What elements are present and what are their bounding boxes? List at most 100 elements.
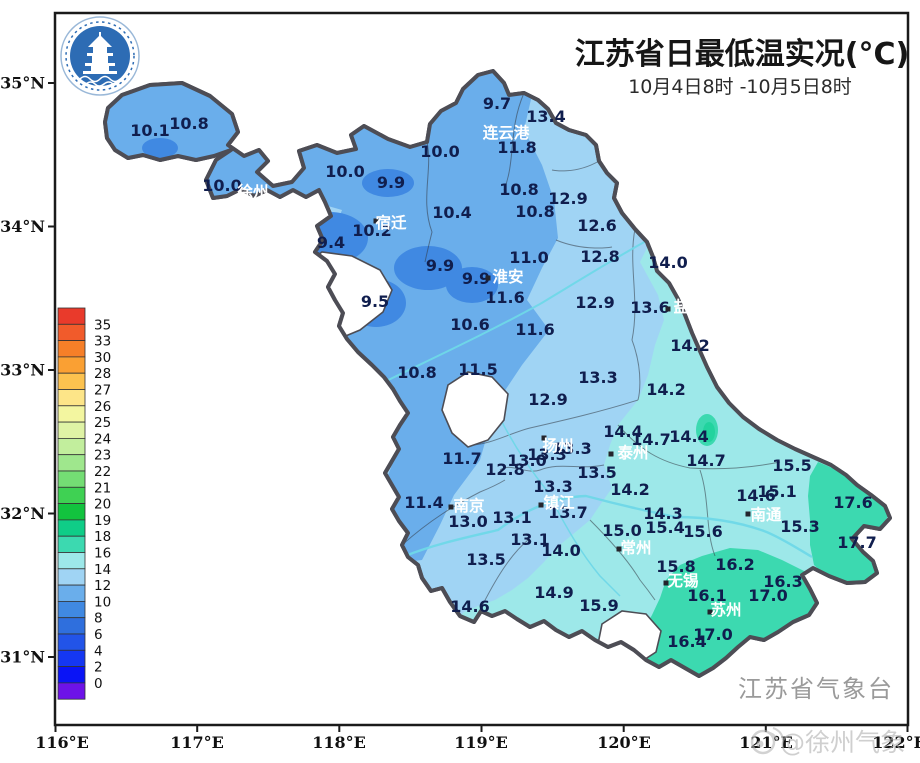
temp-label: 13.3 [533, 477, 572, 496]
legend-tick-label: 24 [94, 431, 111, 447]
x-tick-label: 118°E [312, 733, 366, 752]
city-dot [448, 504, 454, 510]
temp-label: 9.5 [361, 292, 389, 311]
legend-cell [57, 470, 86, 488]
temp-label: 9.9 [462, 269, 490, 288]
temp-label: 15.9 [579, 596, 618, 615]
x-tick-label: 120°E [597, 733, 651, 752]
wave-lines-icon [79, 75, 121, 87]
pagoda-icon [83, 32, 117, 74]
legend-cell [57, 454, 86, 472]
city-label: 南通 [750, 505, 782, 524]
temp-label: 13.0 [448, 512, 487, 531]
temp-label: 11.7 [442, 449, 481, 468]
legend-cell [57, 405, 86, 423]
legend-cell [57, 682, 86, 700]
temp-label: 14.3 [643, 504, 682, 523]
temp-label: 13.1 [492, 508, 531, 527]
legend-tick-label: 18 [94, 529, 111, 545]
legend-tick-label: 4 [94, 643, 103, 659]
x-tick-label: 122°E [872, 733, 920, 752]
temp-label: 17.0 [693, 625, 732, 644]
legend-cell [57, 649, 86, 667]
temp-label: 13.1 [510, 530, 549, 549]
city-label: 宿迁 [375, 213, 407, 232]
legend-cell [57, 421, 86, 439]
legend-cell [57, 617, 86, 635]
band-18-19-patch [703, 422, 715, 442]
grand-canal-south [551, 499, 621, 597]
temp-label: 11.8 [497, 138, 536, 157]
temp-label: 9.4 [317, 233, 345, 252]
map-title: 江苏省日最低温实况(°C) [575, 37, 909, 72]
city-dot [538, 502, 544, 508]
y-axis: 35°N 34°N 33°N 32°N 31°N [0, 74, 55, 667]
temp-label: 11.0 [509, 248, 548, 267]
legend-tick-label: 21 [94, 480, 111, 496]
temp-label: 13.0 [507, 451, 546, 470]
temp-label: 15.5 [772, 456, 811, 475]
legend-tick-label: 0 [94, 676, 103, 692]
temp-label: 13.7 [548, 503, 587, 522]
city-label: 徐州 [236, 182, 268, 201]
temp-label: 13.4 [526, 107, 565, 126]
legend-tick-label: 14 [94, 562, 111, 578]
city-dot [663, 580, 669, 586]
temp-label: 12.8 [485, 460, 524, 479]
city-dot [608, 451, 614, 457]
legend-cell [57, 568, 86, 586]
temp-label: 10.1 [130, 121, 169, 140]
legend-cell [57, 307, 86, 325]
legend-cell [57, 519, 86, 537]
temp-label: 12.9 [548, 189, 587, 208]
y-tick-label: 31°N [0, 648, 45, 667]
weibo-watermark: @徐州气象 [750, 727, 905, 757]
rivers [361, 239, 813, 597]
legend-tick-label: 2 [94, 660, 103, 676]
legend-cell [57, 601, 86, 619]
temp-label: 10.2 [352, 221, 391, 240]
grand-canal-north [499, 417, 549, 493]
temp-label: 9.9 [377, 173, 405, 192]
weibo-eye-icon [750, 729, 776, 755]
temp-label: 10.4 [432, 203, 471, 222]
temp-label: 14.7 [631, 430, 670, 449]
temp-label: 15.8 [656, 557, 695, 576]
temp-label: 12.9 [528, 390, 567, 409]
y-tick-label: 34°N [0, 217, 45, 236]
city-dot [373, 218, 379, 224]
city-label: 南京 [453, 496, 484, 515]
legend-cell [57, 503, 86, 521]
temp-label: 10.8 [169, 114, 208, 133]
temp-label: 14.7 [686, 451, 725, 470]
legend-tick-label: 26 [94, 399, 111, 415]
temp-label: 10.0 [202, 176, 241, 195]
lake-gaoyou [441, 371, 509, 448]
meteorological-bureau-logo [60, 16, 140, 96]
temp-label: 9.9 [426, 256, 454, 275]
legend-tick-label: 6 [94, 627, 103, 643]
city-dot [485, 275, 491, 281]
temp-label: 14.0 [541, 541, 580, 560]
temp-label: 10.8 [515, 202, 554, 221]
x-tick-label: 117°E [170, 733, 224, 752]
legend-cell [57, 552, 86, 570]
city-dot [745, 511, 751, 517]
yangtze-river [404, 494, 813, 559]
temp-label: 10.6 [450, 315, 489, 334]
legend-cell [57, 372, 86, 390]
temp-label: 9.7 [483, 94, 511, 113]
temp-label: 11.6 [485, 288, 524, 307]
province-border-overlay [103, 69, 892, 678]
temperature-labels: 10.1 10.810.010.09.99.410.210.49.713.411.… [130, 94, 876, 651]
y-tick-label: 33°N [0, 361, 45, 380]
temp-label: 12.8 [580, 247, 619, 266]
legend-cell [57, 584, 86, 602]
legend-tick-label: 20 [94, 497, 111, 513]
legend-cell [57, 486, 86, 504]
legend-cell [57, 633, 86, 651]
legend-cell [57, 389, 86, 407]
city-label: 无锡 [666, 571, 698, 590]
legend-tick-label: 27 [94, 383, 111, 399]
